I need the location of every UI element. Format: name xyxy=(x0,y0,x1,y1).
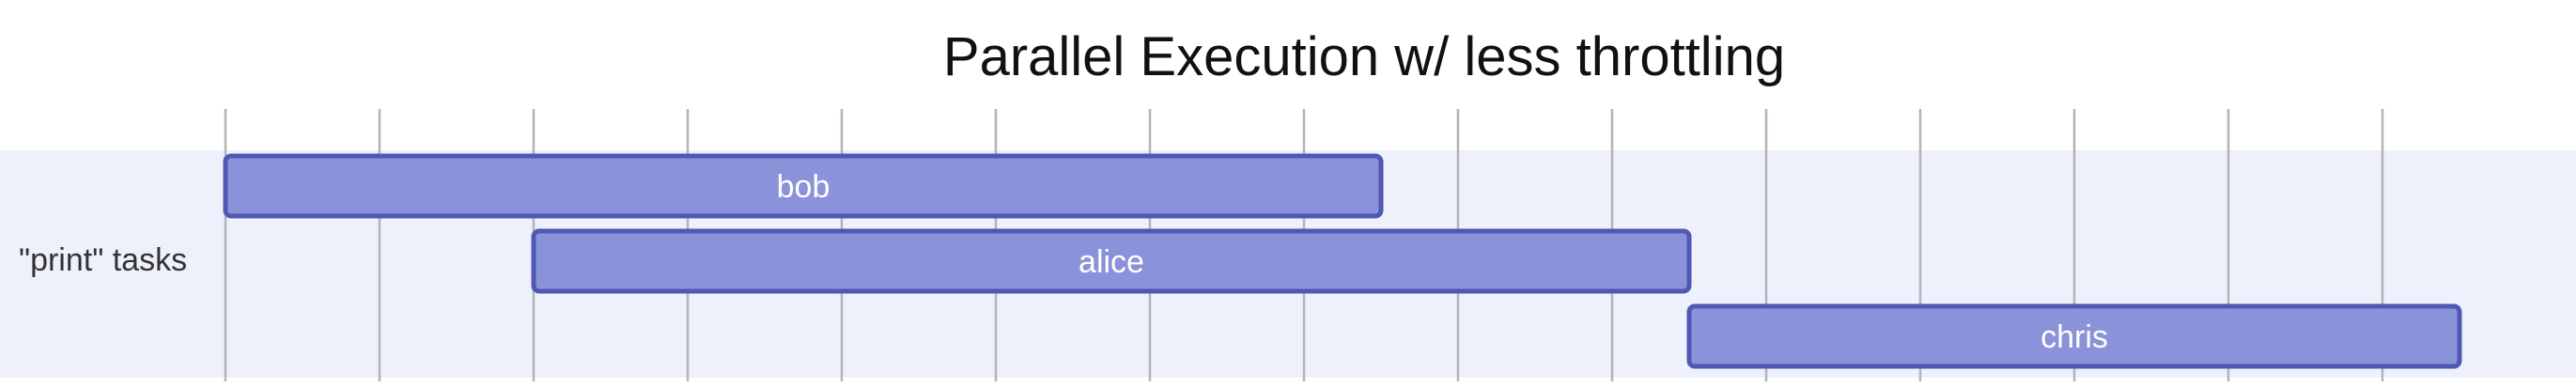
task-label-bob: bob xyxy=(777,169,830,205)
task-label-alice: alice xyxy=(1079,244,1144,280)
task-bar-bob[interactable] xyxy=(223,153,1384,219)
section-label: "print" tasks xyxy=(19,242,187,278)
task-label-chris: chris xyxy=(2041,319,2108,355)
chart-title: Parallel Execution w/ less throttling xyxy=(943,26,1785,87)
task-bar-alice[interactable] xyxy=(531,228,1692,294)
task-bars: bob alice chris xyxy=(223,153,2462,369)
task-bar-chris[interactable] xyxy=(1686,303,2462,369)
